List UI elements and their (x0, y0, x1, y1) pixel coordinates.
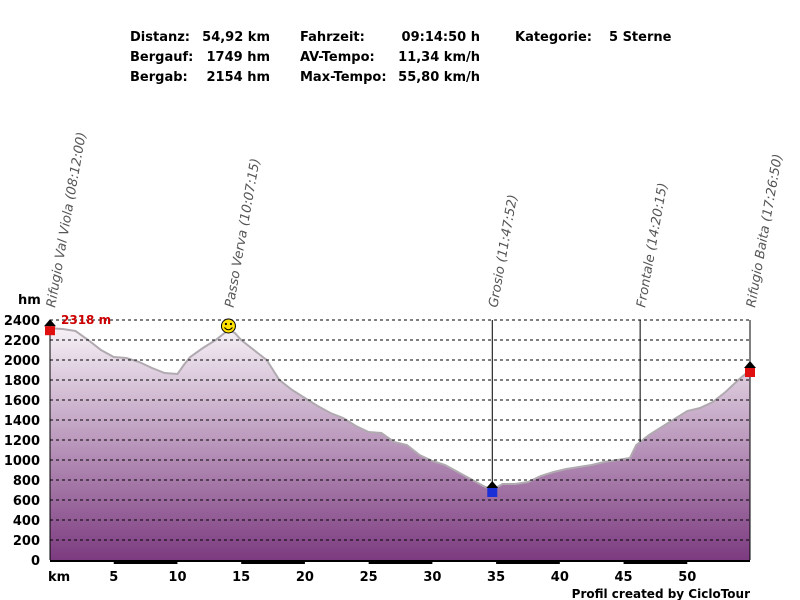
avg-speed-value: 11,34 km/h (398, 50, 480, 65)
x-axis-band (496, 560, 560, 564)
waypoint-label: Rifugio Baita (17:26:50) (744, 153, 786, 309)
y-tick-label: 1400 (4, 414, 40, 429)
waypoint-label: Rifugio Val Viola (08:12:00) (44, 131, 90, 309)
max-speed-value: 55,80 km/h (398, 70, 480, 85)
y-unit-label: hm (18, 293, 41, 308)
x-axis-band (368, 560, 433, 564)
ascent-label: Bergauf: (130, 50, 194, 65)
x-tick-label: 45 (615, 570, 633, 585)
waypoint-label: Frontale (14:20:15) (634, 182, 671, 309)
y-tick-label: 2200 (4, 334, 40, 349)
max-speed-label: Max-Tempo: (300, 70, 387, 85)
smiley-mouth (224, 327, 233, 331)
y-tick-label: 2000 (4, 354, 40, 369)
ascent-value: 1749 hm (206, 50, 270, 65)
min-marker-roof (486, 481, 499, 488)
descent-value: 2154 hm (206, 70, 270, 85)
y-tick-label: 1800 (4, 374, 40, 389)
x-axis-band (113, 560, 178, 564)
stats-panel: Distanz: 54,92 km Bergauf: 1749 hm Berga… (0, 0, 800, 100)
x-tick-label: 35 (487, 570, 505, 585)
waypoint-label: Passo Verva (10:07:15) (223, 157, 264, 309)
start-marker (45, 326, 55, 336)
smiley-eye (229, 322, 233, 326)
x-unit-label: km (48, 570, 70, 585)
max-elevation-label: 2318 m (61, 313, 111, 327)
y-tick-label: 800 (13, 474, 40, 489)
x-tick-label: 30 (423, 570, 441, 585)
descent-label: Bergab: (130, 70, 188, 85)
min-marker (487, 488, 498, 497)
x-tick-label: 5 (109, 570, 118, 585)
x-tick-label: 50 (678, 570, 696, 585)
smiley-eye (224, 322, 228, 326)
x-tick-label: 15 (232, 570, 250, 585)
time-value: 09:14:50 h (401, 30, 480, 45)
profile-line (49, 327, 751, 492)
x-tick-label: 40 (551, 570, 569, 585)
x-tick-label: 10 (168, 570, 186, 585)
x-axis-band (241, 560, 305, 564)
y-tick-label: 2400 (4, 314, 40, 329)
y-tick-label: 1600 (4, 394, 40, 409)
x-tick-label: 20 (296, 570, 314, 585)
y-tick-label: 1000 (4, 454, 40, 469)
distance-value: 54,92 km (202, 30, 270, 45)
time-label: Fahrzeit: (300, 30, 365, 45)
y-tick-label: 1200 (4, 434, 40, 449)
y-tick-label: 0 (31, 554, 40, 569)
category-value: 5 Sterne (609, 30, 672, 45)
category-label: Kategorie: (515, 30, 592, 45)
start-marker-roof (44, 319, 56, 327)
smiley-icon (220, 318, 236, 334)
y-tick-label: 200 (13, 534, 40, 549)
x-axis-band (623, 560, 688, 564)
avg-speed-label: AV-Tempo: (300, 50, 375, 65)
x-tick-label: 25 (360, 570, 378, 585)
waypoint-label: Grosio (11:47:52) (486, 193, 521, 308)
distance-label: Distanz: (130, 30, 190, 45)
end-marker (745, 368, 755, 377)
footer-credit: Profil created by CicloTour (572, 587, 750, 600)
y-tick-label: 600 (13, 494, 40, 509)
y-tick-label: 400 (13, 514, 40, 529)
end-marker-roof (744, 361, 756, 368)
